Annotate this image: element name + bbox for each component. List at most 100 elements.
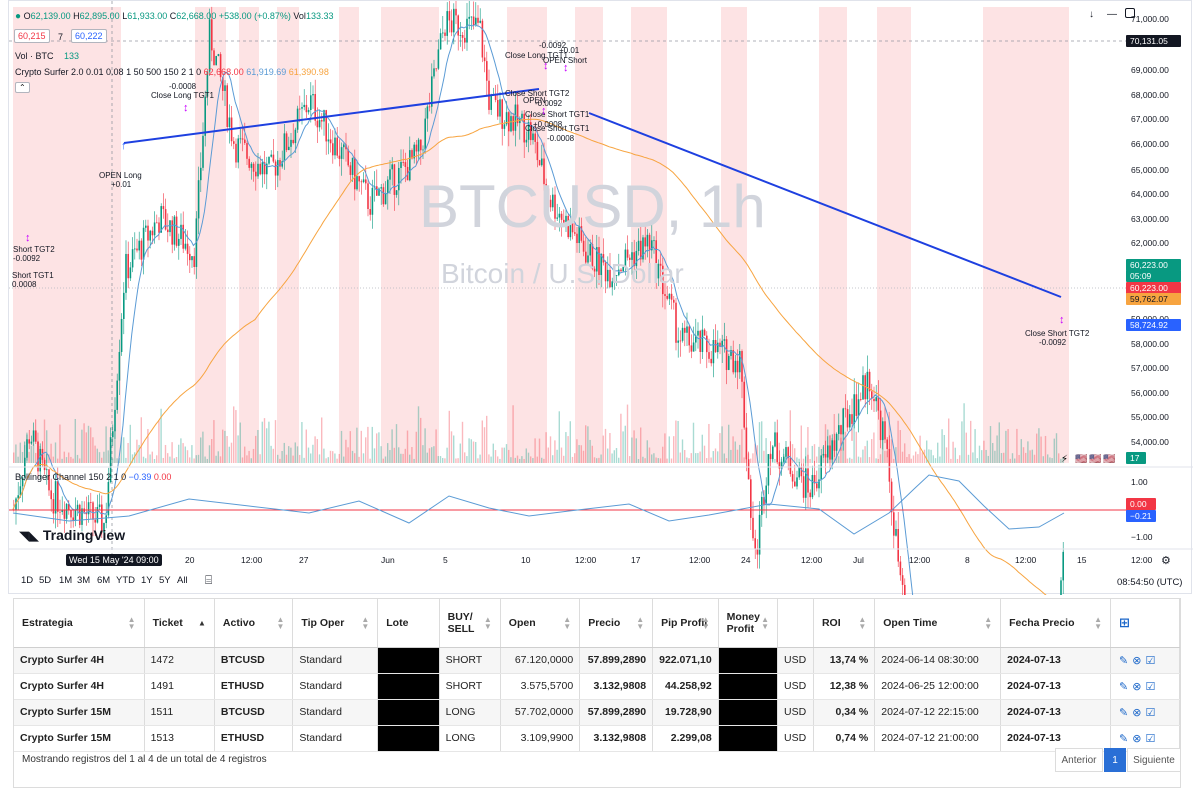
price-axis-label: 56,000.00	[1131, 388, 1169, 398]
column-header-precio[interactable]: Precio ▲ ▼	[579, 599, 654, 648]
column-header-money-profit[interactable]: Money Profit ▲ ▼	[718, 599, 779, 648]
volume-bar	[919, 435, 921, 463]
sort-icon[interactable]: ▲ ▼	[858, 614, 867, 631]
scroll-down-icon[interactable]: ↓	[1089, 9, 1094, 20]
page-1-button[interactable]: 1	[1104, 748, 1126, 772]
candle-body	[290, 139, 292, 147]
time-axis-label: 8	[965, 555, 970, 565]
volume-bar	[895, 447, 897, 463]
volume-bar	[72, 458, 74, 463]
header-label: Open	[508, 616, 536, 629]
timeframe-ytd[interactable]: YTD	[116, 575, 135, 586]
maximize-icon[interactable]	[1125, 8, 1135, 18]
volume-bar	[301, 422, 303, 463]
timeframe-1m[interactable]: 1M	[59, 575, 73, 586]
candle-body	[87, 502, 90, 515]
check-icon[interactable]: ☑	[1145, 732, 1156, 745]
candle-body	[719, 342, 721, 347]
sort-icon[interactable]: ▲ ▼	[563, 614, 572, 631]
column-header-estrategia[interactable]: Estrategia ▲ ▼	[14, 599, 145, 648]
volume-bar	[734, 441, 736, 463]
ma-blue-tag: 58,724.92	[1130, 320, 1168, 330]
volume-bar	[549, 436, 552, 463]
timeframe-6m[interactable]: 6M	[97, 575, 111, 586]
sort-icon[interactable]: ▲ ▼	[636, 614, 645, 631]
price-chart[interactable]: 71,000.00 69,000.00 68,000.00 67,000.00 66,0…	[9, 1, 1193, 595]
volume-bar	[769, 453, 772, 463]
edit-icon[interactable]: ✎	[1119, 732, 1129, 745]
column-header-open-time[interactable]: Open Time ▲ ▼	[874, 599, 1002, 648]
us-flag-icon[interactable]: 🇺🇸	[1075, 453, 1088, 465]
candle-body	[644, 237, 646, 247]
volume-bar	[420, 417, 422, 463]
column-header-open[interactable]: Open ▲ ▼	[500, 599, 581, 648]
candle-body	[620, 269, 622, 272]
timeframe-5y[interactable]: 5Y	[159, 575, 171, 586]
candle-body	[701, 329, 704, 353]
column-header-fecha-precio[interactable]: Fecha Precio ▲ ▼	[1000, 599, 1112, 648]
edit-icon[interactable]: ✎	[1119, 680, 1129, 693]
clock-utc[interactable]: 08:54:50 (UTC)	[1117, 577, 1183, 588]
volume-bar	[681, 439, 684, 463]
trend-line-1[interactable]	[123, 88, 540, 144]
add-row-icon[interactable]: ⊞	[1119, 614, 1130, 630]
cell-price-date: 2024-07-13	[1000, 647, 1112, 674]
sort-icon[interactable]: ▲ ▼	[483, 614, 492, 631]
sort-asc-icon[interactable]: ▲	[198, 618, 206, 628]
candle-body	[505, 112, 508, 125]
sort-icon[interactable]: ▲ ▼	[701, 614, 710, 631]
column-header-roi[interactable]: ROI ▲ ▼	[813, 599, 876, 648]
column-header-activo[interactable]: Activo ▲ ▼	[214, 599, 294, 648]
us-flag-icon[interactable]: 🇺🇸	[1103, 453, 1116, 465]
sort-icon[interactable]: ▲ ▼	[361, 614, 370, 631]
volume-bar	[635, 438, 637, 463]
check-icon[interactable]: ☑	[1145, 654, 1156, 667]
column-header-col14[interactable]: ⊞	[1110, 599, 1180, 648]
delete-icon[interactable]: ⊗	[1132, 732, 1142, 745]
edit-icon[interactable]: ✎	[1119, 654, 1129, 667]
volume-bar	[153, 458, 156, 463]
timeframe-5d[interactable]: 5D	[39, 575, 52, 586]
check-icon[interactable]: ☑	[1145, 680, 1156, 693]
volume-bar	[270, 445, 272, 463]
delete-icon[interactable]: ⊗	[1132, 706, 1142, 719]
check-icon[interactable]: ☑	[1145, 706, 1156, 719]
candle-body	[532, 133, 534, 141]
volume-bar	[1027, 441, 1029, 463]
trend-line-2[interactable]	[588, 112, 1062, 298]
lightning-icon[interactable]: ⚡	[1061, 454, 1068, 465]
column-header-ticket[interactable]: Ticket ▲	[144, 599, 215, 648]
calendar-range-icon[interactable]: ⌸	[205, 573, 213, 587]
volume-bar	[710, 457, 712, 463]
timeframe-1d[interactable]: 1D	[21, 575, 34, 586]
indicator-name: Crypto Surfer 2.0 0.01 0.08 1 50 500 150…	[15, 67, 202, 77]
timeframe-1y[interactable]: 1Y	[141, 575, 153, 586]
column-header-tip-oper[interactable]: Tip Oper ▲ ▼	[292, 599, 379, 648]
sort-icon[interactable]: ▲ ▼	[761, 614, 770, 631]
chart-area[interactable]: 71,000.00 69,000.00 68,000.00 67,000.00 66,0…	[8, 0, 1193, 595]
volume-bar	[70, 456, 72, 463]
column-header-buy-sell[interactable]: BUY/ SELL ▲ ▼	[439, 599, 501, 648]
us-flag-icon[interactable]: 🇺🇸	[1089, 453, 1102, 465]
minimize-icon[interactable]: —	[1107, 9, 1117, 20]
ask-box[interactable]: 60,222	[71, 29, 107, 43]
delete-icon[interactable]: ⊗	[1132, 680, 1142, 693]
prev-page-button[interactable]: Anterior	[1055, 748, 1103, 772]
candle-body	[292, 139, 294, 144]
sort-icon[interactable]: ▲ ▼	[276, 614, 285, 631]
bid-box[interactable]: 60,215	[14, 29, 50, 43]
column-header-pip-profit[interactable]: Pip Profit ▲ ▼	[652, 599, 719, 648]
delete-icon[interactable]: ⊗	[1132, 654, 1142, 667]
cell-strategy: Crypto Surfer 4H	[14, 647, 145, 674]
edit-icon[interactable]: ✎	[1119, 706, 1129, 719]
sort-icon[interactable]: ▲ ▼	[127, 614, 136, 631]
next-page-button[interactable]: Siguiente	[1127, 748, 1181, 772]
volume-bar	[879, 454, 882, 463]
collapse-legend-icon[interactable]: ⌃	[15, 82, 30, 93]
timeframe-all[interactable]: All	[177, 575, 188, 586]
sort-icon[interactable]: ▲ ▼	[984, 614, 993, 631]
candle-body	[690, 345, 693, 352]
chart-settings-icon[interactable]: ⚙	[1161, 555, 1171, 567]
timeframe-3m[interactable]: 3M	[77, 575, 91, 586]
sort-icon[interactable]: ▲ ▼	[1094, 614, 1103, 631]
